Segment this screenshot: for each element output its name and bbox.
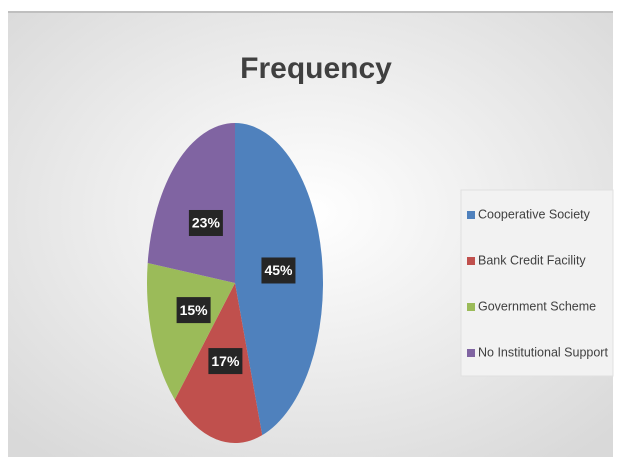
legend-label: Cooperative Society <box>478 207 591 221</box>
data-label: 17% <box>211 353 240 369</box>
pie-slice <box>147 123 235 283</box>
legend-swatch <box>467 349 475 357</box>
data-label: 45% <box>264 262 293 278</box>
chart-title: Frequency <box>240 52 392 85</box>
legend-swatch <box>467 257 475 265</box>
legend-label: Bank Credit Facility <box>478 253 586 267</box>
legend <box>460 189 614 377</box>
data-label-box <box>261 257 296 284</box>
legend-label: No Institutional Support <box>478 345 608 359</box>
data-label-box <box>176 297 211 324</box>
data-label: 15% <box>180 302 209 318</box>
data-label-box <box>208 348 243 375</box>
data-label: 23% <box>192 215 221 231</box>
legend-label: Government Scheme <box>478 299 596 313</box>
data-label-box <box>188 209 223 236</box>
legend-swatch <box>467 211 475 219</box>
legend-swatch <box>467 303 475 311</box>
pie-slice <box>147 262 235 400</box>
